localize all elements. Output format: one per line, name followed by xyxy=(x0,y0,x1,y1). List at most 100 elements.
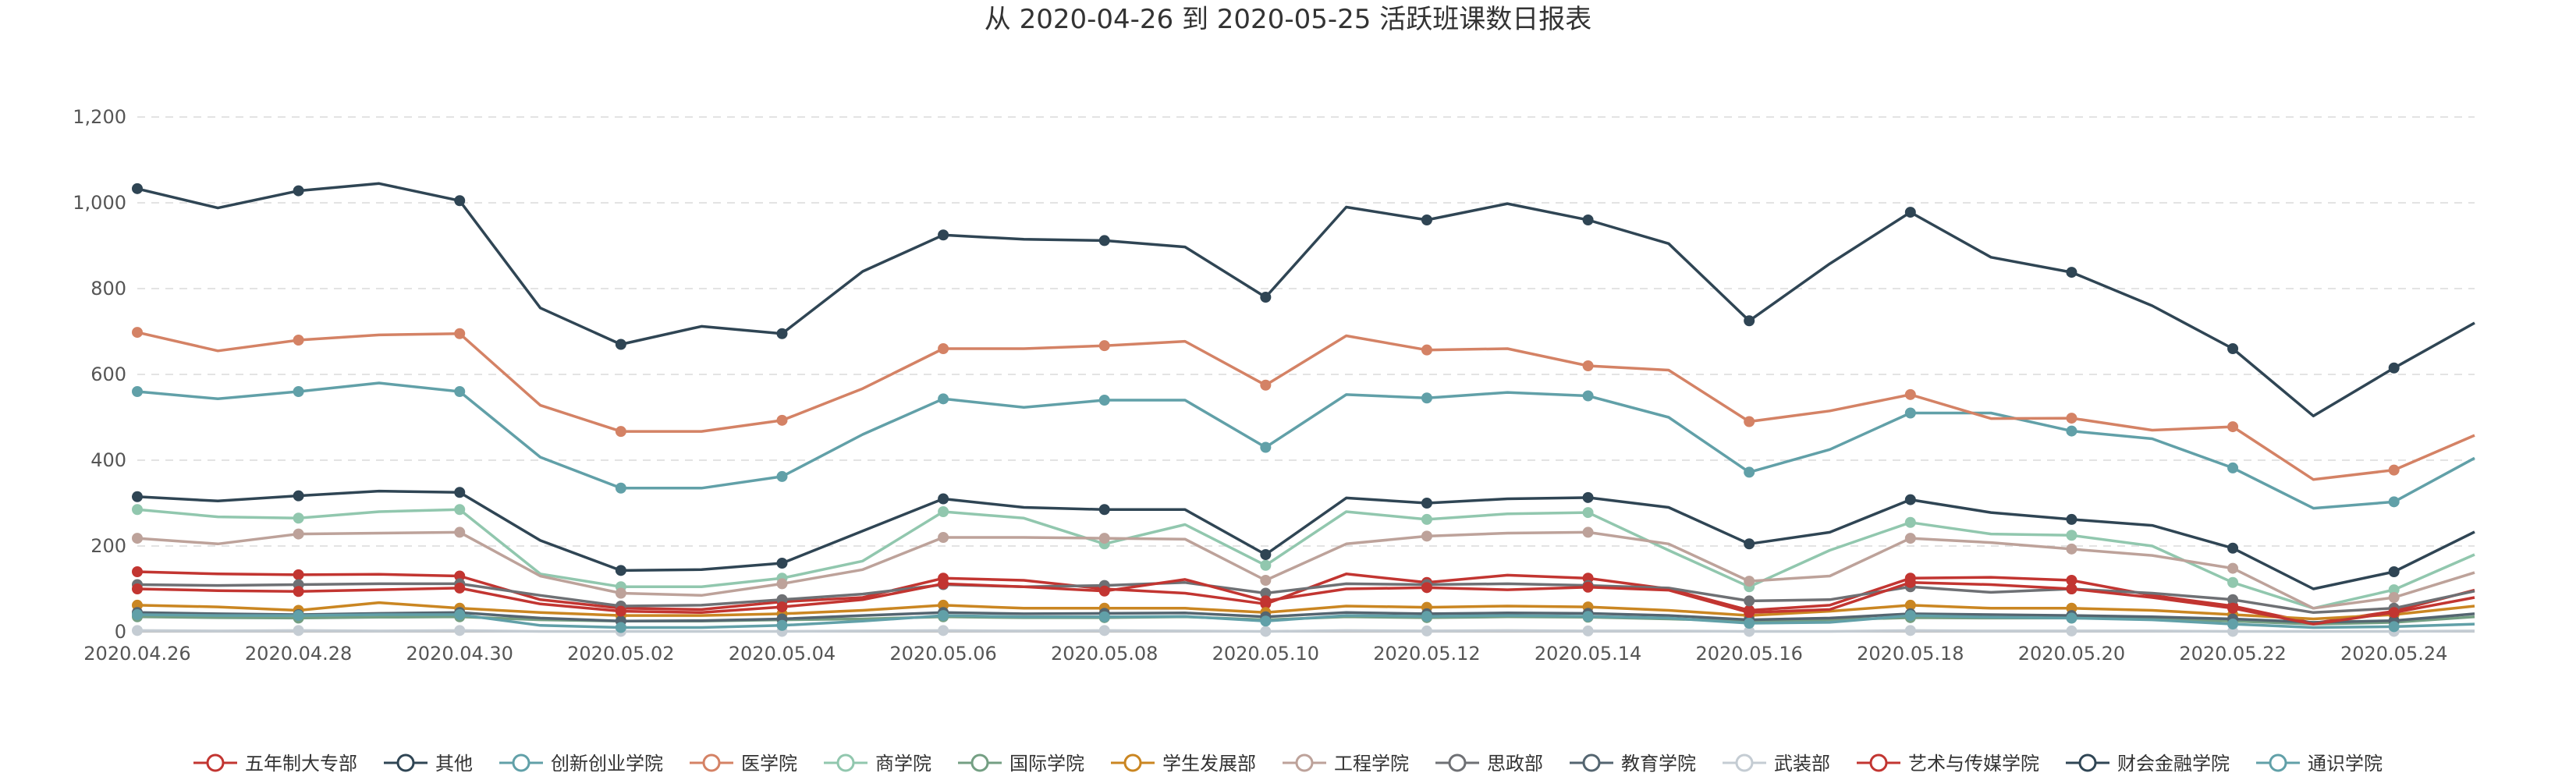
data-point[interactable] xyxy=(1744,466,1755,478)
data-point[interactable] xyxy=(1904,625,1916,636)
data-point[interactable] xyxy=(132,491,143,502)
data-point[interactable] xyxy=(1421,498,1432,509)
data-point[interactable] xyxy=(1260,615,1272,627)
data-point[interactable] xyxy=(1904,407,1916,419)
data-point[interactable] xyxy=(132,327,143,339)
data-point[interactable] xyxy=(1421,214,1432,225)
data-point[interactable] xyxy=(1421,392,1432,404)
data-point[interactable] xyxy=(1744,538,1755,550)
data-point[interactable] xyxy=(454,504,466,516)
data-point[interactable] xyxy=(1421,513,1432,525)
data-point[interactable] xyxy=(2388,496,2400,508)
data-point[interactable] xyxy=(1260,549,1272,560)
data-point[interactable] xyxy=(454,328,466,339)
data-point[interactable] xyxy=(1904,494,1916,505)
data-point[interactable] xyxy=(1582,360,1594,371)
data-point[interactable] xyxy=(1098,504,1110,516)
legend-item[interactable]: 武装部 xyxy=(1723,753,1830,775)
data-point[interactable] xyxy=(776,601,788,613)
data-point[interactable] xyxy=(293,528,304,540)
data-point[interactable] xyxy=(293,490,304,502)
data-point[interactable] xyxy=(615,622,626,633)
data-point[interactable] xyxy=(2227,421,2239,433)
data-point[interactable] xyxy=(2227,562,2239,574)
legend-item[interactable]: 艺术与传媒学院 xyxy=(1857,753,2039,775)
data-point[interactable] xyxy=(1582,526,1594,538)
data-point[interactable] xyxy=(293,586,304,597)
data-point[interactable] xyxy=(2066,530,2077,541)
data-point[interactable] xyxy=(776,414,788,426)
data-point[interactable] xyxy=(1582,581,1594,593)
data-point[interactable] xyxy=(938,578,949,590)
data-point[interactable] xyxy=(132,566,143,577)
legend-item[interactable]: 思政部 xyxy=(1435,753,1543,775)
data-point[interactable] xyxy=(2227,576,2239,588)
legend-item[interactable]: 学生发展部 xyxy=(1111,753,1256,775)
data-point[interactable] xyxy=(2066,413,2077,424)
data-point[interactable] xyxy=(132,386,143,397)
data-point[interactable] xyxy=(454,526,466,538)
data-point[interactable] xyxy=(293,512,304,524)
data-point[interactable] xyxy=(2066,583,2077,594)
data-point[interactable] xyxy=(776,328,788,339)
data-point[interactable] xyxy=(938,625,949,636)
data-point[interactable] xyxy=(1904,576,1916,588)
data-point[interactable] xyxy=(2066,425,2077,437)
data-point[interactable] xyxy=(2066,543,2077,555)
data-point[interactable] xyxy=(1260,595,1272,607)
legend-item[interactable]: 创新创业学院 xyxy=(499,753,663,775)
data-point[interactable] xyxy=(1904,533,1916,544)
data-point[interactable] xyxy=(132,504,143,516)
data-point[interactable] xyxy=(776,578,788,590)
data-point[interactable] xyxy=(132,583,143,594)
data-point[interactable] xyxy=(1744,607,1755,619)
data-point[interactable] xyxy=(293,610,304,622)
data-point[interactable] xyxy=(938,493,949,505)
data-point[interactable] xyxy=(1582,491,1594,503)
data-point[interactable] xyxy=(1421,344,1432,356)
data-point[interactable] xyxy=(2388,566,2400,577)
data-point[interactable] xyxy=(1582,390,1594,402)
data-point[interactable] xyxy=(1098,611,1110,622)
legend-item[interactable]: 教育学院 xyxy=(1570,753,1696,775)
data-point[interactable] xyxy=(454,487,466,498)
data-point[interactable] xyxy=(454,386,466,397)
data-point[interactable] xyxy=(1904,516,1916,528)
data-point[interactable] xyxy=(615,426,626,438)
data-point[interactable] xyxy=(132,609,143,620)
data-point[interactable] xyxy=(938,393,949,405)
data-point[interactable] xyxy=(454,195,466,207)
legend-item[interactable]: 五年制大专部 xyxy=(193,753,357,775)
data-point[interactable] xyxy=(1744,315,1755,327)
data-point[interactable] xyxy=(2227,602,2239,614)
data-point[interactable] xyxy=(1744,416,1755,427)
data-point[interactable] xyxy=(2227,462,2239,473)
data-point[interactable] xyxy=(776,470,788,482)
legend-item[interactable]: 通识学院 xyxy=(2256,753,2383,775)
data-point[interactable] xyxy=(1098,625,1110,636)
data-point[interactable] xyxy=(615,605,626,617)
data-point[interactable] xyxy=(1904,207,1916,218)
data-point[interactable] xyxy=(1421,611,1432,622)
data-point[interactable] xyxy=(1421,582,1432,594)
data-point[interactable] xyxy=(938,343,949,354)
data-point[interactable] xyxy=(1421,530,1432,542)
data-point[interactable] xyxy=(1744,595,1755,607)
data-point[interactable] xyxy=(776,619,788,631)
data-point[interactable] xyxy=(615,339,626,350)
data-point[interactable] xyxy=(454,582,466,594)
data-point[interactable] xyxy=(2388,607,2400,619)
data-point[interactable] xyxy=(2227,343,2239,354)
data-point[interactable] xyxy=(454,625,466,636)
data-point[interactable] xyxy=(293,386,304,397)
data-point[interactable] xyxy=(1582,214,1594,225)
data-point[interactable] xyxy=(293,625,304,636)
data-point[interactable] xyxy=(938,532,949,543)
data-point[interactable] xyxy=(132,625,143,636)
data-point[interactable] xyxy=(776,558,788,569)
data-point[interactable] xyxy=(132,533,143,544)
data-point[interactable] xyxy=(1904,388,1916,400)
data-point[interactable] xyxy=(1744,576,1755,587)
data-point[interactable] xyxy=(1582,625,1594,636)
data-point[interactable] xyxy=(132,183,143,194)
